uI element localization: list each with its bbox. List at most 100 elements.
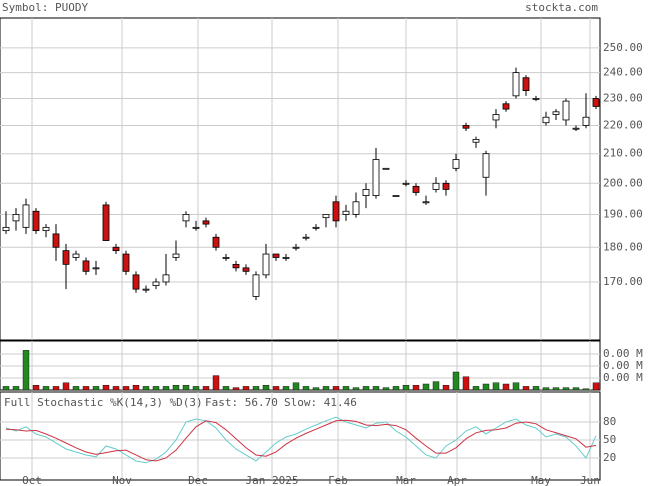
candle-body xyxy=(362,189,370,196)
candle-body xyxy=(512,72,520,97)
y-tick-label: 240.00 xyxy=(603,66,643,79)
x-tick-label: Mar xyxy=(396,474,416,486)
x-tick-label: Oct xyxy=(22,474,42,486)
volume-bar xyxy=(342,386,350,391)
candle-body xyxy=(172,253,180,258)
volume-bar xyxy=(382,387,390,391)
volume-bar xyxy=(312,387,320,391)
candle-body xyxy=(562,100,570,121)
volume-bar xyxy=(352,387,360,391)
candle-body xyxy=(312,226,320,229)
volume-bar xyxy=(22,350,30,391)
candle-body xyxy=(42,226,50,232)
candle-body xyxy=(142,288,150,291)
candle-body xyxy=(292,246,300,249)
candle-body xyxy=(492,114,500,121)
stoch-line xyxy=(5,416,597,464)
candle-body xyxy=(122,253,130,272)
y-tick-label: 220.00 xyxy=(603,118,643,131)
candle-body xyxy=(262,253,270,276)
candle-body xyxy=(432,182,440,190)
volume-bar xyxy=(542,387,550,391)
y-tick-label: 0.00 M xyxy=(603,359,643,372)
candle-body xyxy=(442,182,450,190)
volume-bar xyxy=(82,386,90,391)
candle-body xyxy=(212,236,220,248)
candle-body xyxy=(72,253,80,258)
candle-body xyxy=(272,253,280,258)
candle-body xyxy=(542,116,550,124)
volume-bar xyxy=(142,386,150,391)
volume-bar xyxy=(522,386,530,391)
volume-bar xyxy=(492,382,500,391)
candle-body xyxy=(22,204,30,228)
x-tick-label: Feb xyxy=(328,474,348,486)
volume-bar xyxy=(412,384,420,391)
volume-bar xyxy=(472,386,480,391)
legend-text: Fast: 56.70 xyxy=(205,396,278,409)
candle-body xyxy=(402,182,410,185)
volume-bar xyxy=(52,386,60,391)
y-tick-label: 180.00 xyxy=(603,240,643,253)
candle-body xyxy=(322,214,330,219)
candle-body xyxy=(522,77,530,91)
x-tick-label: Nov xyxy=(112,474,132,486)
volume-bar xyxy=(202,386,210,391)
candle-body xyxy=(482,153,490,178)
volume-bar xyxy=(12,386,20,391)
candle-body xyxy=(192,226,200,229)
y-tick-label: 20 xyxy=(603,451,616,464)
volume-bar xyxy=(162,386,170,391)
stoch-line xyxy=(5,419,597,462)
volume-bar xyxy=(152,386,160,391)
volume-bar xyxy=(452,371,460,391)
volume-bar xyxy=(302,386,310,391)
volume-bar xyxy=(572,387,580,391)
x-tick-label: May xyxy=(531,474,551,486)
candle-body xyxy=(352,201,360,215)
volume-bar xyxy=(172,384,180,391)
volume-bar xyxy=(532,386,540,391)
y-tick-label: 170.00 xyxy=(603,275,643,288)
candle-body xyxy=(232,263,240,269)
volume-bar xyxy=(462,376,470,391)
candle-body xyxy=(392,195,400,197)
volume-bar xyxy=(192,386,200,391)
candle-body xyxy=(82,260,90,272)
volume-bar xyxy=(502,383,510,391)
volume-bar xyxy=(592,382,600,391)
y-tick-label: 190.00 xyxy=(603,207,643,220)
volume-bar xyxy=(132,384,140,391)
volume-bar xyxy=(272,386,280,391)
volume-bar xyxy=(182,384,190,391)
candle-body xyxy=(452,159,460,169)
volume-bar xyxy=(332,386,340,391)
volume-bar xyxy=(122,386,130,391)
volume-bar xyxy=(482,383,490,391)
candle-body xyxy=(112,246,120,252)
volume-bar xyxy=(422,383,430,391)
volume-bar xyxy=(102,384,110,391)
candle-body xyxy=(182,214,190,222)
candle-body xyxy=(222,257,230,259)
volume-bar xyxy=(72,386,80,391)
volume-bar xyxy=(372,386,380,391)
volume-bar xyxy=(212,375,220,391)
candle-body xyxy=(532,98,540,100)
candle-body xyxy=(332,201,340,222)
volume-bar xyxy=(402,384,410,391)
x-tick-label: Dec xyxy=(188,474,208,486)
volume-bar xyxy=(32,384,40,391)
legend-text: Slow: 41.46 xyxy=(284,396,357,409)
candle-body xyxy=(252,274,260,297)
volume-bar xyxy=(42,386,50,391)
candle-body xyxy=(92,267,100,270)
candle-body xyxy=(152,281,160,286)
candle-body xyxy=(52,233,60,248)
candle-body xyxy=(62,250,70,265)
volume-bar xyxy=(582,388,590,391)
candle-body xyxy=(2,226,10,232)
candle-body xyxy=(552,111,560,115)
candle-body xyxy=(162,274,170,283)
y-tick-label: 0.00 M xyxy=(603,371,643,384)
